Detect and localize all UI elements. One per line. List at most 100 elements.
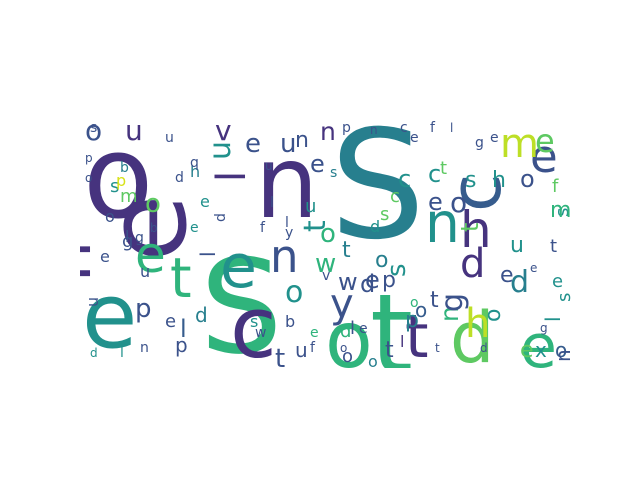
word-cloud: SSoneecotdechteenhntyemeldhngdouvunotwpl… (80, 112, 576, 368)
cloud-word: w (338, 268, 358, 296)
cloud-word: o (555, 338, 567, 362)
cloud-word: d (360, 270, 375, 298)
cloud-word: t (440, 158, 447, 179)
cloud-word: e (165, 311, 176, 332)
cloud-word: o (325, 296, 373, 368)
cloud-word: o (320, 219, 336, 249)
cloud-word: d (90, 346, 98, 360)
cloud-word: p (382, 268, 396, 293)
cloud-word: e (100, 247, 110, 266)
cloud-word: e (520, 312, 557, 368)
cloud-word: d (480, 341, 488, 355)
cloud-word: o (410, 295, 419, 311)
cloud-word: l (180, 315, 187, 343)
cloud-word: b (150, 221, 158, 235)
cloud-word: f (310, 340, 316, 356)
cloud-word: l (450, 121, 453, 135)
cloud-word: p (405, 308, 419, 333)
cloud-word: u (510, 233, 524, 258)
cloud-word: d (370, 217, 380, 236)
cloud-word: s (465, 168, 476, 193)
cloud-word: d (213, 213, 229, 222)
cloud-word: u (83, 297, 102, 307)
cloud-word: s (382, 263, 412, 277)
cloud-word: t (384, 225, 405, 232)
cloud-word: t (435, 341, 440, 355)
cloud-word: e (245, 129, 261, 159)
cloud-word: e (500, 263, 514, 288)
cloud-word: l (541, 316, 565, 322)
cloud-word: e (82, 264, 137, 368)
cloud-word: e (410, 130, 419, 146)
cloud-word: n (435, 306, 464, 322)
cloud-word: e (310, 325, 319, 341)
cloud-word: d (340, 321, 351, 342)
cloud-word: S (200, 231, 283, 368)
cloud-word: p (116, 171, 126, 190)
cloud-word: s (90, 120, 97, 136)
cloud-word: n (255, 124, 318, 241)
cloud-word: h (80, 241, 106, 282)
cloud-word: o (520, 165, 535, 193)
word-cloud-canvas: SSoneecotdechteenhntyemeldhngdouvunotwpl… (80, 112, 575, 368)
cloud-word: f (552, 176, 559, 197)
cloud-word: l (120, 345, 124, 361)
cloud-word: b (285, 312, 295, 331)
cloud-word: q (190, 155, 199, 171)
cloud-word: o (340, 341, 347, 355)
cloud-word: d (460, 241, 485, 287)
cloud-word: n (425, 191, 460, 255)
cloud-word: o (85, 171, 92, 185)
cloud-word: t (430, 288, 439, 313)
cloud-word: p (135, 294, 152, 324)
cloud-word: l (350, 318, 355, 339)
cloud-word: g (435, 293, 470, 312)
cloud-word: u (165, 130, 174, 146)
cloud-word: s (380, 204, 389, 225)
cloud-word: e (220, 232, 257, 302)
cloud-word: e (428, 188, 443, 216)
cloud-word: d (195, 303, 208, 327)
cloud-word: w (315, 249, 336, 279)
cloud-word: e (530, 261, 537, 275)
cloud-word: c (435, 174, 517, 213)
cloud-word: x (535, 338, 547, 362)
cloud-word: u (125, 114, 143, 147)
cloud-word: g (122, 231, 133, 252)
cloud-word: e (552, 271, 563, 292)
cloud-word: u (280, 129, 296, 159)
cloud-word: d (175, 170, 184, 186)
cloud-word: t (456, 223, 484, 232)
cloud-word: p (342, 120, 351, 136)
cloud-word: e (359, 321, 368, 337)
cloud-word: n (295, 128, 309, 153)
cloud-word: p (175, 333, 188, 357)
cloud-word: n (270, 230, 299, 283)
cloud-word: l (209, 171, 255, 182)
cloud-word: u (295, 338, 308, 362)
cloud-word: e (520, 338, 534, 363)
cloud-word: l (285, 215, 289, 231)
cloud-word: m (550, 198, 571, 223)
cloud-word: l (196, 251, 220, 257)
cloud-word: e (200, 192, 210, 211)
cloud-word: m (500, 121, 539, 167)
cloud-word: d (450, 297, 494, 368)
cloud-word: l (400, 332, 404, 351)
cloud-word: o (450, 186, 467, 219)
cloud-word: e (83, 194, 211, 262)
cloud-word: t (385, 338, 394, 363)
cloud-word: t (342, 238, 351, 263)
cloud-word: l (125, 227, 129, 246)
cloud-word: t (405, 302, 429, 368)
cloud-word: n (320, 117, 336, 146)
cloud-word: e (365, 266, 380, 294)
cloud-word: y (285, 225, 293, 241)
cloud-word: v (322, 268, 330, 284)
cloud-word: p (85, 151, 93, 165)
cloud-word: s (250, 312, 258, 331)
cloud-word: o (83, 112, 153, 245)
cloud-word: o (481, 309, 506, 322)
cloud-word: h (465, 301, 490, 347)
cloud-word: s (330, 165, 337, 181)
